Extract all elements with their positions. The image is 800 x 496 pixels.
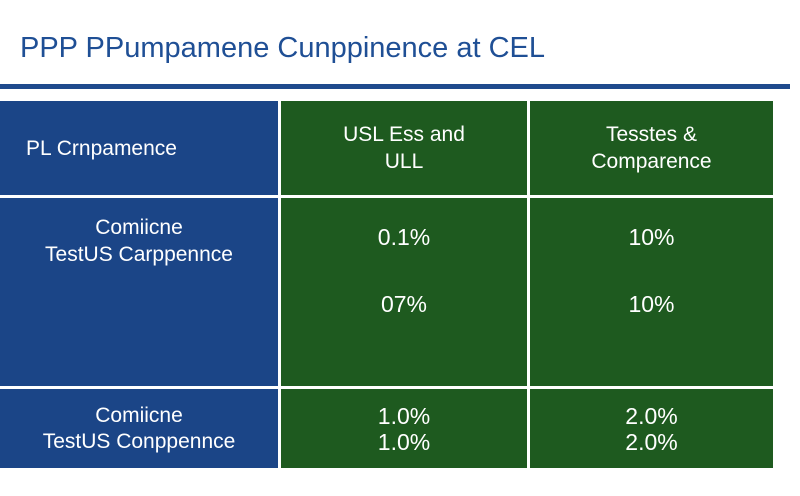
row3-tests-value-2: 2.0% (625, 428, 678, 455)
row3-usl-value-1: 1.0% (377, 402, 431, 429)
row2-label-line-1: Comiicne (95, 216, 183, 239)
row3-tests-value-1: 2.0% (625, 402, 678, 429)
header-cell-tests: Tesstes & Comparence (530, 101, 773, 195)
row3-usl-cell: 1.0% 1.0% (281, 389, 527, 468)
row3-label-cell: Comiicne TestUS Conppennce (0, 389, 278, 468)
header-tests-line-1: Tesstes & (605, 123, 698, 146)
row2-label-line-2: TestUS Carppennce (45, 243, 233, 266)
row2-tests-cell: 10% 10% (530, 198, 773, 386)
row3-tests-cell: 2.0% 2.0% (530, 389, 773, 468)
row3-label-line-2: TestUS Conppennce (42, 429, 236, 453)
header-usl-line-2: ULL (384, 150, 424, 173)
header-usl-line-1: USL Ess and (343, 123, 465, 146)
row2-usl-value-1: 0.1% (377, 224, 431, 250)
row2-usl-cell: 0.1% 07% (281, 198, 527, 386)
row3-label-line-1: Comiicne (95, 403, 183, 427)
row2-tests-value-2: 10% (628, 291, 675, 317)
row3-usl-value-2: 1.0% (377, 428, 431, 455)
header-cell-usl: USL Ess and ULL (281, 101, 527, 195)
header-cell-category: PL Crnpamence (0, 101, 278, 195)
row2-usl-value-2: 07% (380, 291, 428, 317)
row2-tests-value-1: 10% (628, 224, 675, 250)
title-divider (0, 84, 790, 89)
header-tests-line-2: Comparence (591, 150, 712, 173)
header-category-label: PL Crnpamence (26, 136, 177, 160)
comparison-table: PL Crnpamence USL Ess and ULL Tesstes & … (0, 101, 773, 468)
row2-label-cell: Comiicne TestUS Carppennce (0, 198, 278, 386)
page-title: PPP PPumpamene Cunppinence at CEL (20, 32, 546, 64)
